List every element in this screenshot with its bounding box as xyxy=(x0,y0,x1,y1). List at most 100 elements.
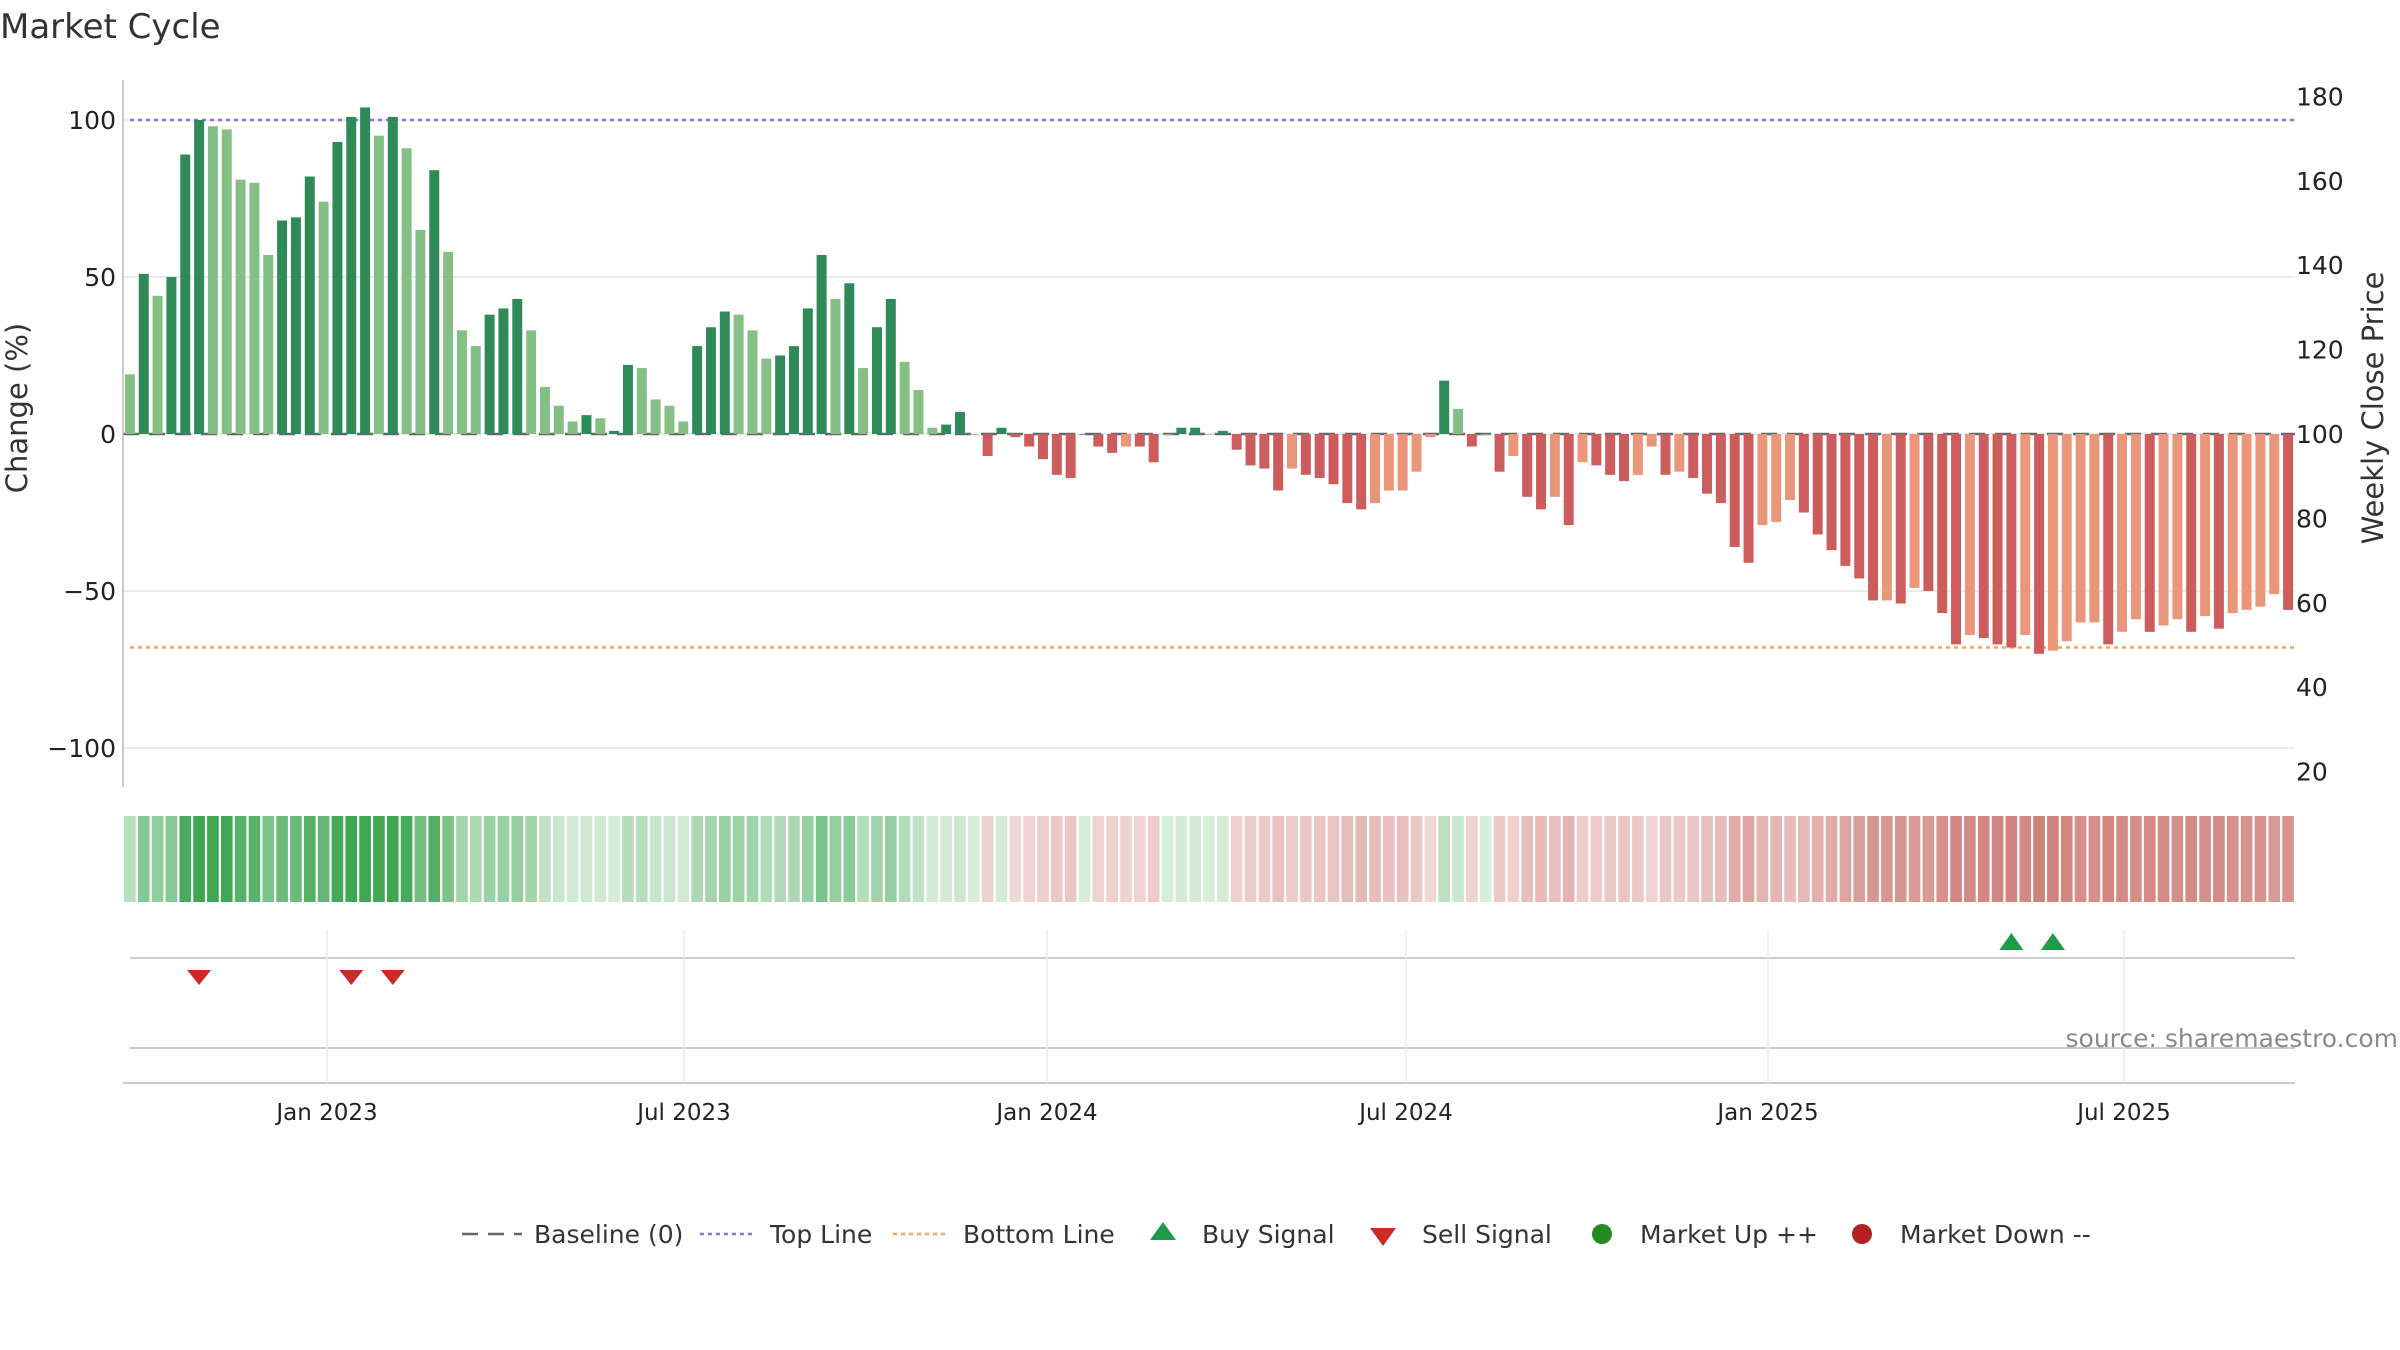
weekly-change-bar xyxy=(1937,434,1948,613)
trend-strength-cell xyxy=(1784,816,1796,902)
weekly-change-bar xyxy=(664,405,675,434)
weekly-change-bar xyxy=(1038,434,1048,460)
weekly-change-bar xyxy=(802,308,813,434)
weekly-change-bar xyxy=(1508,434,1519,456)
weekly-change-bar xyxy=(1757,434,1768,526)
legend-label: Top Line xyxy=(769,1220,872,1249)
trend-strength-cell xyxy=(1549,816,1561,902)
legend: Baseline (0) Top Line Bottom Line Buy Signa… xyxy=(462,1220,2091,1249)
weekly-change-bar xyxy=(1729,434,1740,548)
trend-strength-cell xyxy=(649,816,662,902)
trend-strength-cell xyxy=(2116,816,2128,902)
weekly-change-bar xyxy=(1923,434,1934,591)
weekly-change-bar xyxy=(1812,434,1823,535)
y2-tick-label: 80 xyxy=(2296,504,2328,533)
weekly-change-bar xyxy=(761,358,772,434)
weekly-change-bar xyxy=(982,434,993,456)
trend-strength-cell xyxy=(1894,816,1907,902)
trend-strength-cell xyxy=(1645,816,1658,902)
trend-strength-cell xyxy=(552,816,565,902)
x-tick-label: Jul 2024 xyxy=(1357,1100,1453,1126)
weekly-change-bar xyxy=(622,364,633,434)
weekly-change-bar xyxy=(1895,434,1906,604)
weekly-change-bar xyxy=(539,386,550,434)
trend-strength-cell xyxy=(1466,816,1478,902)
weekly-change-bar xyxy=(1121,434,1131,447)
weekly-change-bar xyxy=(1466,434,1477,447)
weekly-change-bar xyxy=(955,412,965,434)
weekly-change-bar xyxy=(1439,380,1450,434)
x-tick-label: Jul 2025 xyxy=(2075,1100,2171,1126)
weekly-change-bar xyxy=(1743,434,1754,563)
y2-axis-title: Weekly Close Price xyxy=(2356,272,2390,545)
trend-strength-cell xyxy=(1023,816,1035,902)
trend-strength-cell xyxy=(1272,816,1284,902)
legend-market-down-swatch xyxy=(1852,1224,1872,1244)
trend-strength-cell xyxy=(691,816,703,902)
y-tick-label: −100 xyxy=(47,734,116,763)
trend-strength-cell xyxy=(1341,816,1354,902)
trend-strength-cell xyxy=(1853,816,1866,902)
weekly-change-bar xyxy=(2200,434,2211,617)
trend-strength-cell xyxy=(954,816,966,902)
weekly-change-bar xyxy=(1342,434,1353,504)
trend-strength-cell xyxy=(705,816,717,902)
axes: −100 −50 0 50 100 20 40 60 80 100 120 140 160 180 xyxy=(47,80,2344,787)
trend-strength-cell xyxy=(1811,816,1824,902)
trend-strength-cell xyxy=(1383,816,1395,902)
trend-strength-cell xyxy=(718,816,731,902)
weekly-change-bar xyxy=(1093,434,1104,447)
weekly-change-bar xyxy=(1107,434,1118,453)
trend-strength-cell xyxy=(663,816,676,902)
source-credit: source: sharemaestro.com xyxy=(2066,1024,2399,1053)
trend-strength-cell xyxy=(1134,816,1146,902)
weekly-change-bar xyxy=(401,148,412,434)
trend-strength-cell xyxy=(2268,816,2281,902)
trend-strength-cell xyxy=(580,816,593,902)
trend-strength-cell xyxy=(1064,816,1077,902)
trend-strength-cell xyxy=(1355,816,1367,902)
weekly-change-bar xyxy=(1688,434,1699,478)
weekly-change-bar xyxy=(2213,434,2224,629)
trend-strength-cell xyxy=(483,816,496,902)
trend-strength-cell xyxy=(1839,816,1852,902)
weekly-change-bar xyxy=(567,421,578,434)
weekly-change-bar xyxy=(2075,434,2086,623)
weekly-change-bar xyxy=(1522,434,1533,497)
legend-buy-swatch xyxy=(1150,1222,1176,1240)
weekly-change-bar xyxy=(733,314,744,434)
weekly-change-bar xyxy=(1978,434,1989,639)
weekly-change-bar xyxy=(1245,434,1256,466)
weekly-change-bar xyxy=(443,251,454,434)
trend-strength-cell xyxy=(912,816,925,902)
weekly-change-bar xyxy=(844,283,855,434)
trend-strength-cell xyxy=(760,816,773,902)
weekly-change-bar xyxy=(456,330,467,434)
trend-strength-cell xyxy=(2199,816,2211,902)
weekly-change-bar xyxy=(1868,434,1879,601)
weekly-change-bar xyxy=(705,327,716,434)
legend-label: Market Up ++ xyxy=(1640,1220,1818,1249)
legend-item: Bottom Line xyxy=(893,1220,1115,1249)
weekly-change-bar xyxy=(1287,434,1297,469)
weekly-change-bar xyxy=(1024,434,1035,447)
trend-strength-cell xyxy=(732,816,745,902)
buy-signal-marker xyxy=(1999,933,2024,950)
weekly-change-bar xyxy=(1798,434,1809,513)
legend-item: Market Down -- xyxy=(1852,1220,2091,1249)
weekly-change-bar xyxy=(1715,434,1726,504)
weekly-change-bar xyxy=(1190,427,1201,434)
trend-strength-cell xyxy=(2282,816,2294,902)
trend-strength-cell xyxy=(400,816,413,902)
trend-strength-cell xyxy=(1203,816,1215,902)
trend-strength-cell xyxy=(926,816,939,902)
trend-strength-cell xyxy=(1452,816,1464,902)
trend-strength-cell xyxy=(539,816,551,902)
trend-strength-cell xyxy=(151,816,164,902)
weekly-change-bar xyxy=(304,176,315,434)
trend-strength-cell xyxy=(843,816,856,902)
weekly-change-bar xyxy=(2117,434,2128,632)
legend-market-up-swatch xyxy=(1592,1224,1612,1244)
trend-strength-cell xyxy=(1632,816,1644,902)
